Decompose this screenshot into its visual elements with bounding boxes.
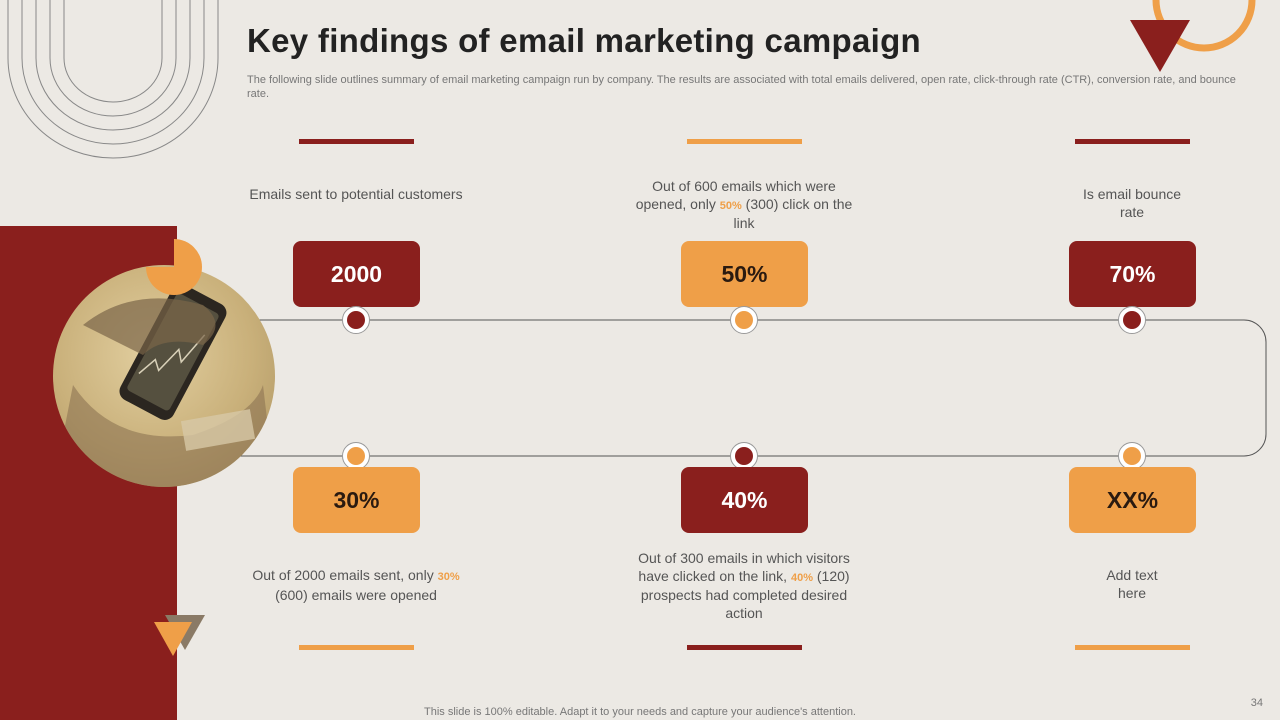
timeline-dot — [730, 306, 758, 334]
timeline-dot — [730, 442, 758, 470]
bottom-bar-3 — [1075, 645, 1190, 650]
phone-photo — [53, 265, 275, 487]
stat-box-bounce-rate: 70% — [1069, 241, 1196, 307]
top-desc-1: Emails sent to potential customers — [249, 186, 463, 202]
top-bar-3 — [1075, 139, 1190, 144]
top-bar-2 — [687, 139, 802, 144]
top-desc-3: Is email bounce rate — [1082, 186, 1182, 220]
decorative-triangles — [154, 615, 205, 656]
timeline-dot — [342, 306, 370, 334]
stat-box-emails-sent: 2000 — [293, 241, 420, 307]
decorative-ring-triangle — [1130, 0, 1256, 72]
footer-note: This slide is 100% editable. Adapt it to… — [424, 706, 856, 718]
page-number: 34 — [1250, 697, 1263, 709]
top-desc-2: Out of 600 emails which were opened, onl… — [635, 178, 853, 231]
bottom-desc-3: Add text here — [1106, 567, 1158, 601]
bottom-desc-2: Out of 300 emails in which visitors have… — [638, 550, 850, 621]
bottom-desc-1: Out of 2000 emails sent, only 30% (600) … — [252, 567, 460, 603]
bottom-bar-2 — [687, 645, 802, 650]
bottom-bar-1 — [299, 645, 414, 650]
top-bar-1 — [299, 139, 414, 144]
page-title: Key findings of email marketing campaign — [247, 22, 921, 59]
stat-box-placeholder: XX% — [1069, 467, 1196, 533]
timeline-dot — [1118, 442, 1146, 470]
timeline-dot — [342, 442, 370, 470]
decorative-arches — [7, 0, 219, 159]
timeline-dot — [1118, 306, 1146, 334]
page-subtitle: The following slide outlines summary of … — [247, 74, 1236, 100]
stat-box-open-rate: 30% — [293, 467, 420, 533]
stat-box-conversion-rate: 40% — [681, 467, 808, 533]
orange-quarter-circle — [146, 239, 202, 295]
stat-box-click-rate: 50% — [681, 241, 808, 307]
